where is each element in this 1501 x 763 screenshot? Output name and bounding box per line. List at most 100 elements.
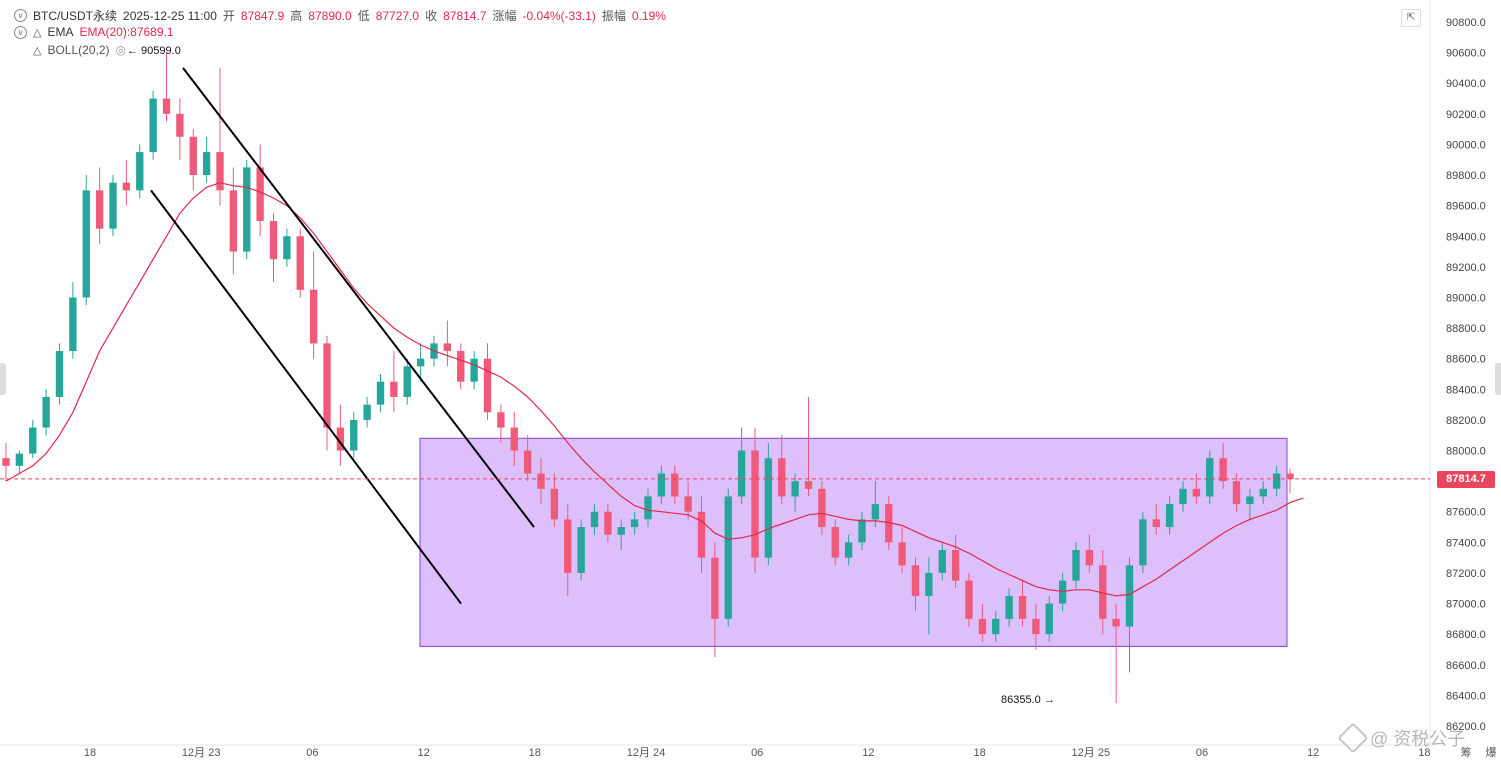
candle-body <box>965 580 973 619</box>
candle-body <box>176 113 184 137</box>
x-tick-label: 18 <box>529 747 541 759</box>
candle-body <box>1246 496 1254 505</box>
y-tick-label: 87000.0 <box>1446 599 1486 611</box>
candle-body <box>2 458 10 466</box>
candle-body <box>390 381 398 397</box>
candle-body <box>443 343 452 352</box>
candle-body <box>764 458 773 558</box>
left-scroll-handle[interactable] <box>0 363 6 395</box>
x-tick-label: 12月 23 <box>182 747 221 759</box>
y-tick-label: 88000.0 <box>1446 446 1486 458</box>
collapse-chevron-icon[interactable]: v <box>14 25 27 39</box>
candle-body <box>617 527 625 535</box>
x-tick-label: 18 <box>84 747 96 759</box>
candle-body <box>1219 458 1227 482</box>
candle-body <box>1112 618 1120 627</box>
candle-body <box>95 190 104 229</box>
candle-body <box>577 527 585 573</box>
ema-value: EMA(20):87689.1 <box>79 25 174 39</box>
current-price-tag: 87814.7 <box>1437 471 1495 488</box>
y-tick-label: 90600.0 <box>1446 48 1486 60</box>
candle-body <box>1085 550 1094 566</box>
candle-body <box>684 496 692 512</box>
candle-body <box>510 427 518 451</box>
candle-body <box>630 519 639 528</box>
candle-body <box>1286 473 1294 479</box>
eye-hidden-icon[interactable]: ◎ <box>115 43 126 57</box>
candle-body <box>162 98 171 114</box>
expand-icon[interactable]: ⇱ <box>1401 9 1421 27</box>
candle-body <box>1192 488 1201 497</box>
candle-body <box>483 358 492 413</box>
candle-body <box>844 542 853 558</box>
y-tick-label: 89800.0 <box>1446 170 1486 182</box>
y-tick-label: 88400.0 <box>1446 384 1486 396</box>
open-label: 开 <box>222 9 235 23</box>
candle-body <box>55 351 64 397</box>
candle-body <box>1152 519 1160 528</box>
candle-body <box>497 412 505 428</box>
boll-legend[interactable]: △ BOLL(20,2) ◎ <box>14 43 126 57</box>
candle-body <box>564 519 572 573</box>
candle-body <box>1206 458 1214 497</box>
candle-body <box>978 618 987 635</box>
candle-body <box>831 527 839 558</box>
x-tick-label: 18 <box>973 747 985 759</box>
candle-body <box>590 511 599 528</box>
bell-icon[interactable]: △ <box>33 26 42 39</box>
y-tick-label: 90000.0 <box>1446 139 1486 151</box>
channel-upper-line <box>182 67 535 528</box>
candle-body <box>109 182 117 229</box>
candle-body <box>15 453 24 466</box>
close-label: 收 <box>425 9 438 23</box>
y-tick-label: 86800.0 <box>1446 629 1486 641</box>
x-tick-label: 爆 <box>1486 745 1497 759</box>
ohlc-header: v BTC/USDT永续 2025-12-25 11:00 开 87847.9 高… <box>14 7 666 24</box>
candle-body <box>871 504 880 520</box>
candle-body <box>1058 580 1067 604</box>
candle-body <box>336 427 345 451</box>
candle-body <box>938 550 946 573</box>
candle-body <box>697 511 706 558</box>
x-tick-label: 06 <box>751 747 763 759</box>
candle-body <box>550 488 559 520</box>
candle-body <box>911 565 920 596</box>
candle-body <box>202 152 211 176</box>
candle-body <box>470 358 478 382</box>
candle-body <box>229 190 238 252</box>
candle-body <box>992 618 1000 635</box>
low-value: 87727.0 <box>375 8 420 23</box>
candle-body <box>363 404 371 420</box>
right-scroll-handle[interactable] <box>1495 363 1501 395</box>
symbol-name: BTC/USDT永续 <box>33 9 118 23</box>
candle-body <box>376 381 385 405</box>
collapse-chevron-icon[interactable]: v <box>14 9 27 22</box>
candle-body <box>711 557 719 619</box>
x-tick-label: 12月 24 <box>627 747 666 759</box>
ema-legend[interactable]: v △ EMA EMA(20):87689.1 <box>14 25 174 39</box>
timestamp: 2025-12-25 11:00 <box>123 8 217 23</box>
candle-body <box>1125 565 1134 627</box>
y-tick-label: 90200.0 <box>1446 109 1486 121</box>
bell-icon[interactable]: △ <box>33 44 42 57</box>
candle-body <box>671 473 679 497</box>
candle-body <box>256 167 264 221</box>
candle-body <box>1045 603 1053 635</box>
y-tick-label: 86400.0 <box>1446 690 1486 702</box>
candle-body <box>82 190 90 298</box>
candle-body <box>189 136 197 176</box>
y-tick-label: 86600.0 <box>1446 660 1486 672</box>
amplitude-label: 振幅 <box>601 9 626 23</box>
boll-name: BOLL(20,2) <box>47 43 110 57</box>
candle-body <box>885 504 893 543</box>
x-tick-label: 12 <box>417 747 429 759</box>
channel-lower-line <box>150 189 462 605</box>
x-tick-label: 12月 25 <box>1072 747 1111 759</box>
candle-body <box>657 473 666 497</box>
candle-body <box>778 458 786 497</box>
watermark-logo-icon <box>1337 722 1369 754</box>
candle-body <box>42 396 50 428</box>
candle-body <box>724 496 732 619</box>
candle-body <box>1179 488 1187 505</box>
